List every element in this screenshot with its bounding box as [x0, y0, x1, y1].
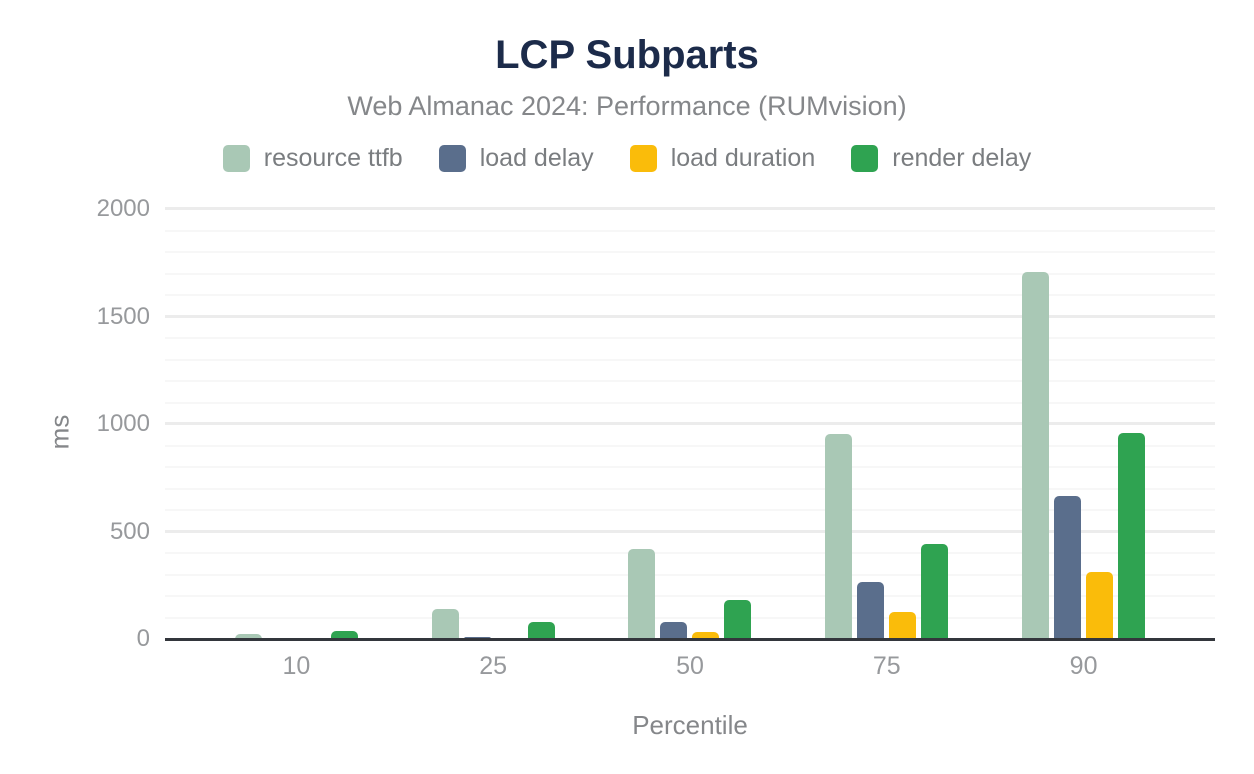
- x-axis-title: Percentile: [632, 710, 748, 740]
- chart-title: LCP Subparts: [495, 33, 759, 77]
- bars-layer: [165, 209, 1215, 639]
- gridline-minor: [165, 251, 1215, 253]
- bar-group-p50: [592, 209, 789, 639]
- legend-swatch-icon: [629, 145, 657, 172]
- bar: [724, 600, 752, 639]
- gridline-minor: [165, 509, 1215, 511]
- gridline-major: [165, 207, 1215, 210]
- bar: [628, 548, 656, 639]
- y-tick-label: 0: [136, 625, 150, 652]
- bar: [889, 612, 917, 639]
- gridline-minor: [165, 294, 1215, 296]
- legend-label: load delay: [479, 144, 594, 172]
- bar-group-p75: [788, 209, 985, 639]
- bar: [1054, 496, 1082, 639]
- gridline-major: [165, 529, 1215, 533]
- bar: [1022, 272, 1050, 639]
- legend-item: load delay: [438, 144, 594, 173]
- gridline-major: [165, 422, 1215, 425]
- legend-label: load duration: [670, 144, 816, 172]
- x-tick-label: 10: [282, 652, 311, 680]
- x-tick-label: 50: [676, 652, 704, 680]
- legend-item: load duration: [629, 144, 816, 173]
- x-axis-line: [165, 638, 1215, 641]
- legend: resource ttfb load delay load duration rend…: [0, 144, 1254, 173]
- legend-label: resource ttfb: [263, 144, 403, 172]
- y-tick-label: 2000: [96, 195, 150, 222]
- gridline-minor: [165, 616, 1215, 619]
- grid-layer: [165, 207, 1215, 639]
- legend-label: render delay: [892, 144, 1032, 172]
- y-axis: 0 500 1000 1500 2000: [0, 195, 150, 652]
- y-tick-label: 500: [109, 517, 150, 545]
- gridline-minor: [165, 229, 1215, 232]
- y-tick-label: 1500: [96, 302, 150, 330]
- gridline-minor: [165, 487, 1215, 490]
- gridline-minor: [165, 337, 1215, 339]
- gridline-minor: [165, 358, 1215, 361]
- bar: [1086, 572, 1114, 639]
- gridline-minor: [165, 595, 1215, 597]
- gridline-minor: [165, 552, 1215, 554]
- x-tick-label: 25: [479, 652, 508, 680]
- bar: [527, 622, 555, 639]
- bar: [825, 433, 853, 639]
- gridline-minor: [165, 401, 1215, 404]
- legend-item: render delay: [851, 144, 1031, 173]
- legend-item: resource ttfb: [222, 144, 403, 173]
- plot-area: [165, 207, 1215, 641]
- bar-group-p90: [985, 209, 1182, 639]
- bar: [857, 582, 885, 639]
- x-tick-label: 75: [872, 652, 901, 680]
- bar: [234, 633, 262, 639]
- legend-swatch-icon: [851, 145, 879, 172]
- bar: [660, 622, 688, 639]
- gridline-minor: [165, 573, 1215, 576]
- gridline-minor: [165, 272, 1215, 275]
- bar-group-p25: [395, 209, 592, 639]
- bar: [921, 544, 949, 639]
- x-tick-label: 90: [1069, 652, 1098, 680]
- gridline-minor: [165, 444, 1215, 447]
- x-tick-labels: 10 25 50 75 90: [165, 652, 1215, 681]
- bar: [330, 631, 358, 639]
- gridline-major: [165, 314, 1215, 318]
- bar: [463, 636, 491, 639]
- bar: [1118, 432, 1146, 639]
- chart-subtitle: Web Almanac 2024: Performance (RUMvision…: [347, 91, 907, 121]
- legend-swatch-icon: [438, 145, 466, 172]
- legend-swatch-icon: [222, 145, 250, 172]
- bar: [431, 608, 459, 639]
- bar-group-p10: [198, 209, 395, 639]
- gridline-minor: [165, 466, 1215, 468]
- bar: [692, 632, 720, 639]
- y-axis-title: ms: [44, 414, 75, 450]
- y-tick-label: 1000: [96, 410, 150, 437]
- gridline-minor: [165, 380, 1215, 382]
